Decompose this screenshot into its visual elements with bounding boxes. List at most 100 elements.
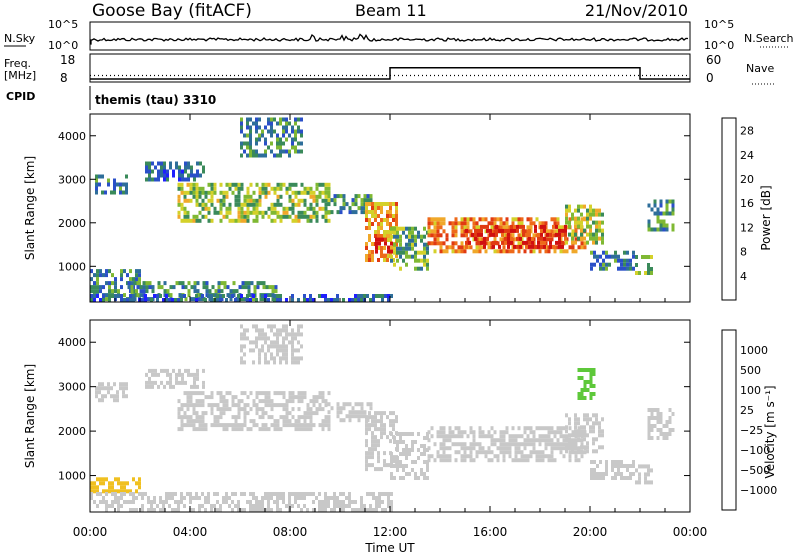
data-cell [543, 240, 546, 245]
data-cell [219, 202, 223, 207]
data-cell [216, 198, 220, 203]
data-cell [285, 332, 288, 337]
data-cell [252, 210, 256, 215]
data-cell [99, 289, 102, 294]
data-cell [564, 224, 567, 229]
data-cell [268, 293, 272, 298]
data-cell [279, 328, 282, 333]
data-cell [375, 237, 378, 242]
data-cell [267, 344, 270, 349]
data-cell [270, 399, 274, 404]
data-cell [180, 190, 184, 195]
data-cell [111, 492, 114, 496]
data-cell [390, 460, 393, 464]
data-cell [546, 232, 549, 237]
data-cell [336, 210, 340, 215]
data-cell [580, 433, 583, 438]
data-cell [96, 277, 99, 282]
data-cell [342, 492, 345, 496]
data-cell [480, 228, 483, 233]
data-cell [430, 241, 434, 246]
data-cell [595, 232, 598, 237]
data-cell [468, 240, 471, 245]
data-cell [178, 281, 182, 286]
data-cell [501, 228, 504, 233]
data-cell [114, 489, 117, 494]
data-cell [662, 219, 666, 224]
data-cell [207, 206, 211, 211]
data-cell [472, 430, 476, 435]
data-cell [336, 414, 340, 419]
data-cell [327, 391, 331, 396]
data-cell [650, 267, 653, 271]
x-tick-label: 00:00 [73, 525, 108, 539]
data-cell [529, 438, 533, 443]
data-cell [273, 356, 276, 361]
data-cell [267, 298, 270, 302]
data-cell [659, 420, 663, 424]
data-cell [465, 232, 468, 237]
data-cell [125, 190, 128, 195]
data-cell [423, 250, 426, 255]
data-cell [189, 399, 193, 404]
data-cell [365, 427, 368, 432]
data-cell [411, 468, 414, 472]
data-cell [601, 232, 604, 237]
noise-left-tick-bottom: 10^0 [48, 39, 78, 52]
data-cell [644, 464, 647, 469]
data-cell [105, 489, 108, 494]
data-cell [490, 442, 494, 447]
data-cell [351, 406, 355, 411]
data-cell [258, 210, 262, 215]
data-cell [586, 421, 589, 426]
data-cell [499, 434, 503, 439]
data-cell [366, 402, 370, 407]
data-cell [153, 496, 156, 500]
data-cell [249, 202, 253, 207]
data-cell [605, 464, 608, 468]
data-cell [174, 508, 177, 512]
data-cell [653, 211, 657, 216]
data-cell [282, 129, 285, 134]
data-cell [210, 403, 214, 408]
data-cell [157, 173, 160, 178]
data-cell [228, 423, 232, 428]
data-cell [294, 121, 297, 126]
data-cell [125, 182, 128, 187]
data-cell [145, 177, 148, 182]
data-cell [240, 153, 243, 158]
data-cell [285, 206, 289, 211]
data-cell [282, 407, 286, 412]
data-cell [180, 492, 183, 496]
data-cell [502, 249, 506, 254]
data-cell [574, 224, 577, 229]
data-cell [647, 223, 651, 228]
data-cell [291, 332, 294, 337]
data-cell [207, 403, 211, 408]
data-cell [240, 356, 243, 361]
data-cell [502, 221, 506, 226]
data-cell [528, 228, 531, 233]
data-cell [282, 344, 285, 349]
data-cell [399, 432, 402, 436]
data-cell [427, 225, 431, 230]
data-cell [183, 210, 187, 215]
data-cell [270, 218, 274, 223]
data-cell [195, 202, 199, 207]
data-cell [264, 190, 268, 195]
data-cell [510, 224, 513, 229]
data-cell [463, 458, 467, 463]
data-cell [381, 253, 384, 258]
data-cell [351, 198, 355, 203]
data-cell [520, 458, 524, 463]
data-cell [463, 450, 467, 455]
data-cell [312, 198, 316, 203]
velocity-y-tick-label: 3000 [58, 381, 86, 394]
data-cell [198, 496, 201, 500]
data-cell [451, 225, 455, 230]
data-cell [593, 468, 596, 472]
data-cell [318, 391, 322, 396]
data-cell [565, 429, 568, 434]
data-cell [442, 446, 446, 451]
